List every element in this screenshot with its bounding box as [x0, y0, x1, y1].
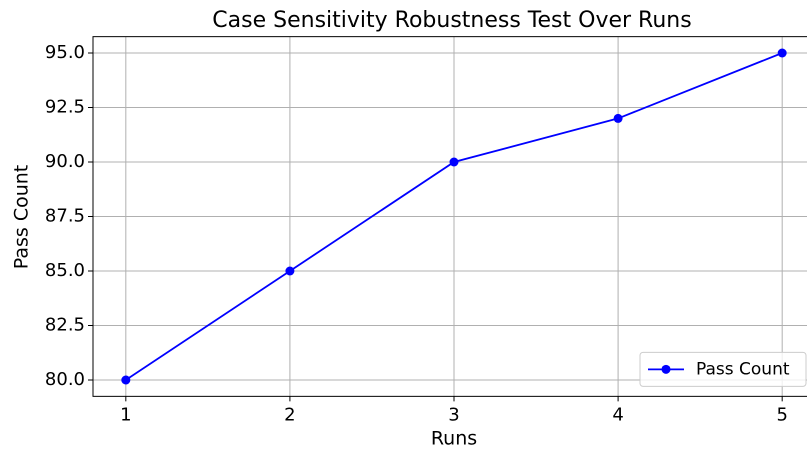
- legend-label: Pass Count: [696, 359, 790, 379]
- y-tick-label: 80.0: [45, 369, 85, 390]
- x-tick-label: 3: [448, 404, 459, 425]
- y-tick-label: 95.0: [45, 42, 85, 63]
- y-tick-label: 82.5: [45, 315, 85, 336]
- legend-marker: [661, 364, 671, 374]
- x-axis-label: Runs: [431, 428, 477, 450]
- x-tick-label: 2: [284, 404, 295, 425]
- plot-frame: [92, 36, 807, 397]
- legend: Pass Count: [639, 351, 807, 387]
- marker: [777, 48, 787, 58]
- marker: [285, 266, 295, 276]
- x-tick-label: 5: [776, 404, 787, 425]
- y-tick-label: 85.0: [45, 260, 85, 281]
- marker: [121, 375, 131, 385]
- y-tick-label: 90.0: [45, 151, 85, 172]
- marker: [613, 113, 623, 123]
- marker: [449, 157, 459, 167]
- y-axis-label: Pass Count: [11, 165, 33, 270]
- chart-title: Case Sensitivity Robustness Test Over Ru…: [212, 8, 691, 33]
- legend-box: [639, 351, 807, 387]
- x-tick-label: 1: [120, 404, 131, 425]
- y-tick-label: 92.5: [45, 97, 85, 118]
- x-tick-label: 4: [612, 404, 623, 425]
- y-tick-label: 87.5: [45, 206, 85, 227]
